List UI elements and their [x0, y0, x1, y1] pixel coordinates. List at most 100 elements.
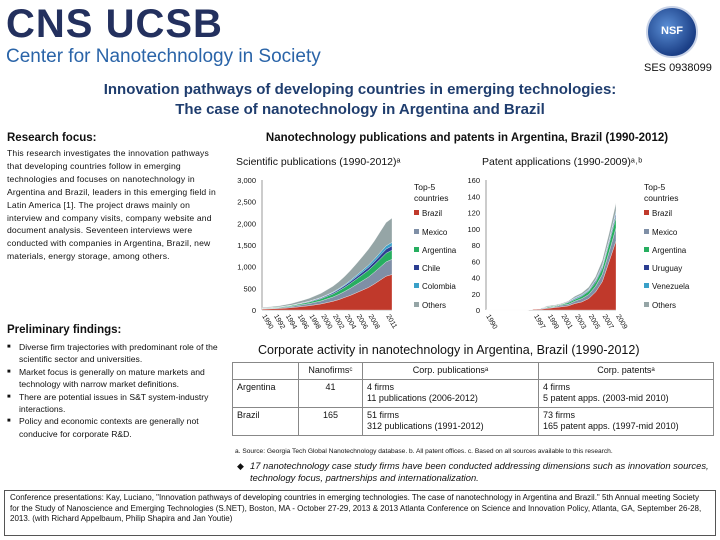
legend-entry: Colombia: [422, 282, 456, 291]
publications-chart: 3,0002,5002,0001,5001,000500019901992199…: [237, 176, 457, 331]
x-tick-label: 2005: [587, 314, 601, 331]
table-header-patents: Corp. patentsᵃ: [538, 362, 714, 380]
x-tick-label: 2001: [560, 314, 574, 331]
publications-count: 312 publications (1991-2012): [367, 421, 484, 431]
nsf-logo-text: NSF: [661, 25, 683, 37]
finding-item: There are potential issues in S&T system…: [7, 391, 225, 416]
legend-swatch: [644, 247, 649, 252]
table-row: Brazil 165 51 firms 312 publications (199…: [232, 406, 714, 436]
series-area-others: [261, 217, 393, 309]
diamond-bullet-icon: ◆: [237, 461, 244, 471]
case-study-note: ◆ 17 nanotechnology case study firms hav…: [237, 460, 720, 483]
legend-swatch: [644, 229, 649, 234]
y-tick-label: 0: [476, 306, 480, 315]
legend-entry: Argentina: [422, 246, 457, 255]
series-area-others: [486, 202, 617, 311]
finding-item: Policy and economic contexts are general…: [7, 415, 225, 440]
country-cell: Brazil: [232, 406, 299, 436]
y-tick-label: 100: [467, 225, 480, 234]
legend-swatch: [644, 283, 649, 288]
legend-swatch: [414, 283, 419, 288]
logo-sub-text: Center for Nanotechnology in Society: [6, 46, 321, 67]
legend-entry: Others: [652, 301, 676, 310]
x-tick-label: 1990: [484, 314, 498, 331]
legend-entry: Uruguay: [652, 264, 682, 273]
x-tick-label: 2007: [601, 314, 615, 331]
x-tick-label: 1999: [546, 314, 560, 331]
patents-chart-title: Patent applications (1990-2009)ᵃ˒ᵇ: [482, 156, 643, 168]
publications-chart-title: Scientific publications (1990-2012)ᵃ: [236, 156, 401, 168]
corporate-activity-table: Nanofirmsᶜ Corp. publicationsᵃ Corp. pat…: [232, 362, 714, 436]
charts-heading: Nanotechnology publications and patents …: [265, 132, 669, 144]
table-header-nanofirms: Nanofirmsᶜ: [298, 362, 363, 380]
research-focus-heading: Research focus:: [7, 132, 97, 144]
legend-entry: Others: [422, 301, 446, 310]
y-tick-label: 60: [472, 257, 480, 266]
nanofirms-cell: 41: [298, 378, 363, 408]
legend-swatch: [644, 302, 649, 307]
poster-title-line1: Innovation pathways of developing countr…: [103, 81, 617, 98]
research-focus-text: This research investigates the innovatio…: [7, 148, 216, 262]
nanofirms-cell: 165: [298, 406, 363, 436]
ses-number: SES 0938099: [644, 62, 712, 74]
legend-entry: Chile: [422, 264, 441, 273]
legend-swatch: [644, 265, 649, 270]
table-header-blank: [232, 362, 299, 380]
patents-firms: 4 firms: [543, 381, 570, 392]
x-tick-label: 1997: [532, 314, 546, 331]
x-tick-label: 2008: [367, 314, 381, 331]
patents-firms: 73 firms: [543, 409, 576, 420]
legend-swatch: [644, 210, 649, 215]
y-tick-label: 120: [467, 209, 480, 218]
preliminary-findings-list: Diverse firm trajectories with predomina…: [7, 341, 225, 440]
y-tick-label: 0: [252, 306, 256, 315]
legend-entry: Argentina: [652, 246, 687, 255]
nsf-logo: NSF: [646, 6, 698, 58]
logo-main-text: CNS UCSB: [6, 2, 223, 46]
publications-firms: 4 firms: [367, 381, 394, 392]
y-tick-label: 2,000: [237, 219, 256, 228]
publications-count: 11 publications (2006-2012): [367, 393, 478, 403]
publications-cell: 4 firms 11 publications (2006-2012): [362, 378, 539, 408]
legend-entry: Brazil: [422, 209, 442, 218]
y-tick-label: 80: [472, 241, 480, 250]
legend-entry: Venezuela: [652, 282, 690, 291]
publications-cell: 51 firms 312 publications (1991-2012): [362, 406, 539, 436]
table-header-publications: Corp. publicationsᵃ: [362, 362, 539, 380]
y-tick-label: 20: [472, 290, 480, 299]
legend-entry: Brazil: [652, 209, 672, 218]
legend-entry: Mexico: [422, 228, 448, 237]
preliminary-findings-heading: Preliminary findings:: [7, 324, 122, 336]
legend-swatch: [414, 210, 419, 215]
table-notes: a. Source: Georgia Tech Global Nanotechn…: [235, 448, 613, 455]
y-tick-label: 500: [243, 284, 256, 293]
case-study-text: 17 nanotechnology case study firms have …: [250, 460, 709, 483]
poster-title-line2: The case of nanotechnology in Argentina …: [175, 101, 545, 118]
poster-title: Innovation pathways of developing countr…: [70, 80, 650, 120]
y-tick-label: 140: [467, 192, 480, 201]
x-tick-label: 2011: [384, 314, 398, 331]
publications-firms: 51 firms: [367, 409, 400, 420]
x-tick-label: 2003: [573, 314, 587, 331]
legend-header: Top-5: [414, 182, 436, 192]
conference-footer: Conference presentations: Kay, Luciano, …: [4, 490, 716, 536]
y-tick-label: 1,000: [237, 263, 256, 272]
legend-swatch: [414, 247, 419, 252]
legend-swatch: [414, 302, 419, 307]
patents-cell: 73 firms 165 patent apps. (1997-mid 2010): [538, 406, 714, 436]
y-tick-label: 160: [467, 176, 480, 185]
cns-ucsb-logo: CNS UCSB Center for Nanotechnology in So…: [6, 2, 336, 72]
y-tick-label: 3,000: [237, 176, 256, 185]
y-tick-label: 40: [472, 274, 480, 283]
y-tick-label: 2,500: [237, 198, 256, 207]
x-tick-label: 2009: [614, 314, 628, 331]
corporate-activity-heading: Corporate activity in nanotechnology in …: [258, 343, 640, 357]
legend-header: countries: [644, 193, 679, 203]
legend-entry: Mexico: [652, 228, 678, 237]
legend-header: countries: [414, 193, 449, 203]
y-tick-label: 1,500: [237, 241, 256, 250]
finding-item: Diverse firm trajectories with predomina…: [7, 341, 225, 366]
table-header-row: Nanofirmsᶜ Corp. publicationsᵃ Corp. pat…: [232, 362, 714, 380]
finding-item: Market focus is generally on mature mark…: [7, 366, 225, 391]
